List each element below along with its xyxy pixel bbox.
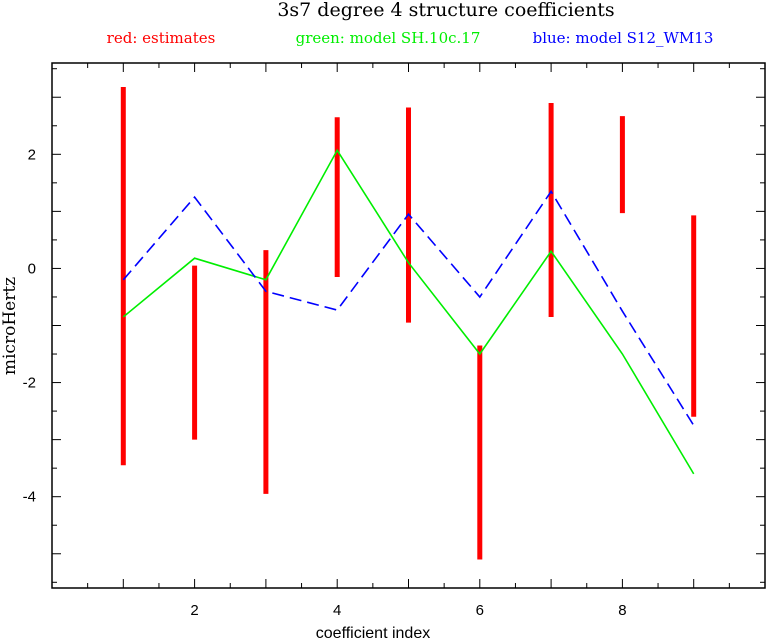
x-tick-label: 4 [333,602,341,619]
y-tick-label: 2 [28,146,36,163]
plot-area: 2 4 6 8 -4 -2 0 2 [23,62,766,619]
y-tick-label: -2 [23,375,36,392]
x-axis-label: coefficient index [316,625,430,641]
y-tick-label: 0 [28,260,36,277]
x-tick-label: 8 [618,602,626,619]
series-line-s12wm13 [122,189,695,426]
series-line-sh10c17 [122,148,695,475]
x-tick-label: 2 [190,602,198,619]
legend-model-sh: green: model SH.10c.17 [296,29,481,47]
chart-title: 3s7 degree 4 structure coefficients [277,0,614,21]
y-axis-label: microHertz [0,277,20,375]
x-tick-label: 6 [476,602,484,619]
legend-model-s12: blue: model S12_WM13 [533,29,714,47]
legend-estimates: red: estimates [107,29,216,47]
y-tick-label: -4 [23,489,36,506]
